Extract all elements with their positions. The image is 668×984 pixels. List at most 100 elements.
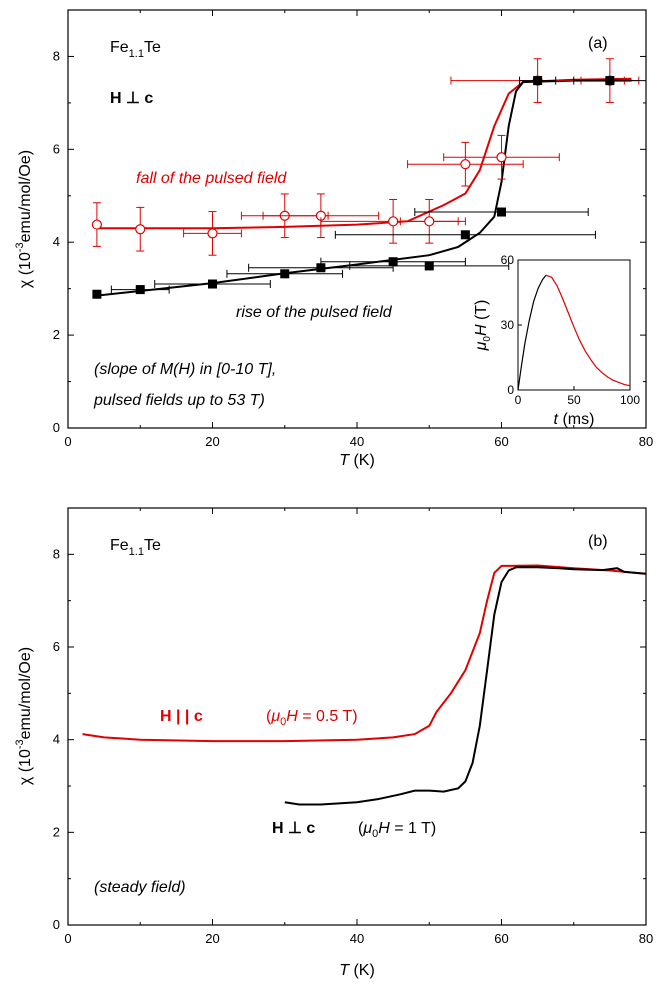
h-perp-c-label: H ⊥ c xyxy=(272,820,315,837)
panel-b-ticks: 0 20 40 60 80 0 2 4 6 8 xyxy=(53,507,653,946)
inset-x-symbol: t xyxy=(554,411,559,428)
fall-data-point xyxy=(207,228,218,239)
perp-field-pre: ( xyxy=(358,820,364,837)
panel-a-compound-base: Fe xyxy=(110,39,129,56)
rise-data-point xyxy=(388,257,398,267)
fall-of-pulsed-field-label: fall of the pulsed field xyxy=(136,170,287,187)
panel-b-x-tick-label: 80 xyxy=(639,931,653,946)
fall-fit-curve xyxy=(96,77,632,230)
inset-x-unit: (ms) xyxy=(558,411,594,428)
inset-y-tick-label: 30 xyxy=(501,318,515,332)
panel-b-compound-sub: 1.1 xyxy=(129,546,144,558)
rise-data-point xyxy=(605,76,615,86)
perp-field-sym: H xyxy=(378,820,390,837)
panel-a-ticks: 0 20 40 60 80 0 2 4 6 8 xyxy=(53,9,653,449)
fall-data-point xyxy=(91,219,103,230)
panel-a-compound: Fe1.1Te xyxy=(110,39,161,60)
fall-data-point xyxy=(388,216,399,227)
panel-b-y-tick-label: 8 xyxy=(53,546,60,561)
fall-data-point xyxy=(496,152,507,163)
panel-b-x-symbol: T xyxy=(339,962,350,979)
panel-b-curves xyxy=(82,564,647,806)
par-field-mu: μ xyxy=(270,708,280,725)
inset-y-axis-label: μ0H (T) xyxy=(473,300,493,352)
panel-b-label: (b) xyxy=(588,533,608,550)
inset-y-unit: (T) xyxy=(473,300,490,325)
panel-b-y-tick-label: 4 xyxy=(53,732,60,747)
panel-b-x-axis-label: T (K) xyxy=(339,962,375,979)
h-perp-c-curve xyxy=(284,566,647,806)
panel-b-compound-base: Fe xyxy=(110,537,129,554)
fall-data-point xyxy=(135,224,146,235)
par-field-val: = 0.5 T) xyxy=(298,708,358,725)
rise-of-pulsed-field-label: rise of the pulsed field xyxy=(236,304,393,321)
par-field-sym: H xyxy=(286,708,298,725)
panel-b-y-prefix: χ (10 xyxy=(17,749,34,785)
panel-b-y-tick-label: 6 xyxy=(53,639,60,654)
fall-data-point xyxy=(424,216,435,227)
inset-y-tick-label: 0 xyxy=(507,383,514,397)
panel-b-x-tick-label: 20 xyxy=(205,931,219,946)
inset-x-tick-label: 0 xyxy=(515,393,522,407)
panel-b-x-tick-label: 60 xyxy=(494,931,508,946)
par-field-sub: 0 xyxy=(280,716,286,728)
panel-a-y-prefix: χ (10 xyxy=(17,252,34,288)
panel-b-y-tick-label: 0 xyxy=(53,917,60,932)
rise-data-point xyxy=(135,285,145,295)
panel-b-y-suffix: emu/mol/Oe) xyxy=(17,647,34,739)
perp-field-sub: 0 xyxy=(372,828,378,840)
panel-a-x-tick-label: 80 xyxy=(639,434,653,449)
rise-data-point xyxy=(533,76,543,86)
pulsed-note-line-2: pulsed fields up to 53 T) xyxy=(93,392,265,409)
panel-a-x-tick-label: 20 xyxy=(205,434,219,449)
panel-a-compound-sub: 1.1 xyxy=(129,48,144,60)
panel-a-y-tick-label: 4 xyxy=(53,234,60,249)
panel-b-x-tick-label: 40 xyxy=(350,931,364,946)
rise-data-point xyxy=(497,207,506,217)
panel-a-y-exp: -3 xyxy=(14,242,26,252)
inset-y-tick-label: 60 xyxy=(501,253,515,267)
panel-a-label: (a) xyxy=(588,35,608,52)
panel-a-curves xyxy=(96,77,632,297)
h-parallel-c-label: H | | c xyxy=(160,708,203,725)
rise-data-point xyxy=(460,230,470,240)
panel-a-y-tick-label: 0 xyxy=(53,420,60,435)
panel-a-x-axis-label: T (K) xyxy=(339,452,375,469)
rise-fit-curve xyxy=(96,79,632,297)
panel-a-field-direction: H ⊥ c xyxy=(110,90,153,107)
inset-x-tick-label: 100 xyxy=(620,393,640,407)
perp-field-val: = 1 T) xyxy=(390,820,436,837)
inset-fall-curve xyxy=(545,274,631,387)
panel-b-x-tick-label: 0 xyxy=(64,931,71,946)
par-field-pre: ( xyxy=(266,708,272,725)
steady-field-note: (steady field) xyxy=(94,879,186,896)
inset-y-sym: H xyxy=(473,324,490,336)
panel-b-compound: Fe1.1Te xyxy=(110,537,161,558)
inset-rise-curve xyxy=(517,274,547,391)
inset-ticks: 0 50 100 0 30 60 xyxy=(501,253,641,407)
panel-b-compound-rest: Te xyxy=(144,537,161,554)
inset-y-sub: 0 xyxy=(482,336,493,342)
panel-a-x-tick-label: 60 xyxy=(494,434,508,449)
panel-a-y-axis-label: χ (10-3emu/mol/Oe) xyxy=(14,150,34,288)
fall-data-point xyxy=(460,159,471,170)
panel-a-x-unit: (K) xyxy=(349,452,375,469)
inset-x-axis-label: t (ms) xyxy=(554,411,595,428)
panel-b-y-axis-label: χ (10-3emu/mol/Oe) xyxy=(14,647,34,785)
inset-y-mu: μ xyxy=(473,341,490,351)
inset-x-tick-label: 50 xyxy=(567,393,581,407)
panel-b-y-exp: -3 xyxy=(14,739,26,749)
panel-b-x-unit: (K) xyxy=(349,962,375,979)
rise-data-point xyxy=(424,261,434,271)
pulsed-note-line-1: (slope of M(H) in [0-10 T], xyxy=(94,361,276,378)
rise-data-point xyxy=(208,279,217,289)
panel-a-y-tick-label: 8 xyxy=(53,48,60,63)
rise-data-point xyxy=(92,289,102,299)
panel-a-y-suffix: emu/mol/Oe) xyxy=(17,150,34,242)
perp-field-mu: μ xyxy=(362,820,372,837)
inset-curves xyxy=(517,274,631,391)
panel-a-y-tick-label: 2 xyxy=(53,327,60,342)
